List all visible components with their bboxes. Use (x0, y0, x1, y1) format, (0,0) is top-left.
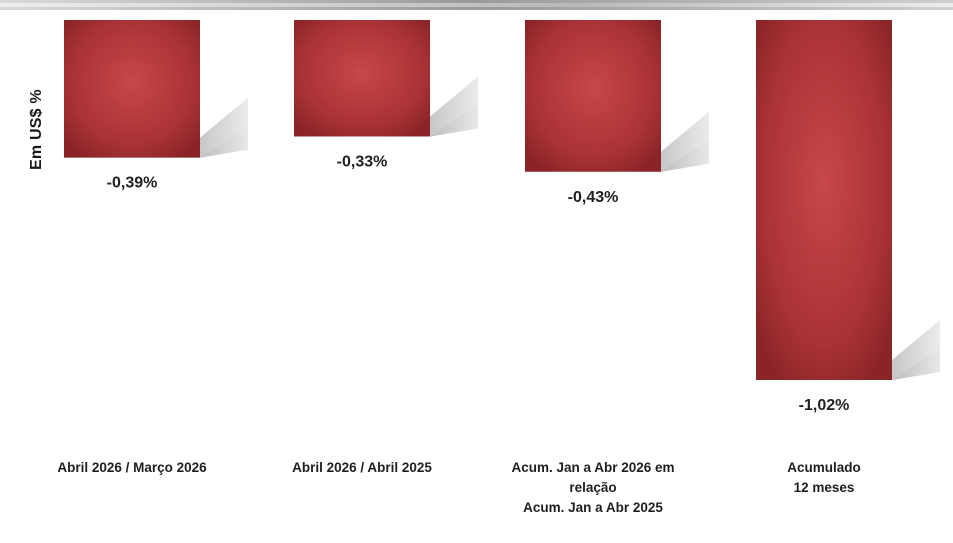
top-border-band (0, 0, 953, 10)
bar (64, 20, 200, 158)
category-label: Acumulado 12 meses (714, 458, 934, 498)
category-label: Abril 2026 / Março 2026 (22, 458, 242, 478)
category-label-line: Abril 2026 / Abril 2025 (292, 460, 432, 475)
category-label-line: 12 meses (793, 480, 855, 495)
bar (294, 20, 430, 137)
category-label: Acum. Jan a Abr 2026 em relação Acum. Jan … (483, 458, 703, 518)
category-label-line: Acum. Jan a Abr 2025 (523, 500, 663, 515)
bar-shadow (430, 76, 478, 137)
category-label-line: Abril 2026 / Março 2026 (57, 460, 207, 475)
data-label: -0,43% (568, 189, 619, 206)
bar-shadow (200, 97, 248, 158)
data-label: -0,39% (107, 175, 158, 192)
bar (525, 20, 661, 172)
category-label-line: relação (569, 480, 617, 495)
bar-shadow (661, 111, 709, 172)
bar-shadow (892, 320, 940, 380)
category-label: Abril 2026 / Abril 2025 (252, 458, 472, 478)
bar (756, 20, 892, 380)
data-label: -0,33% (337, 153, 388, 170)
category-label-line: Acum. Jan a Abr 2026 em (511, 460, 675, 475)
data-label: -1,02% (799, 397, 850, 414)
category-label-line: Acumulado (787, 460, 861, 475)
